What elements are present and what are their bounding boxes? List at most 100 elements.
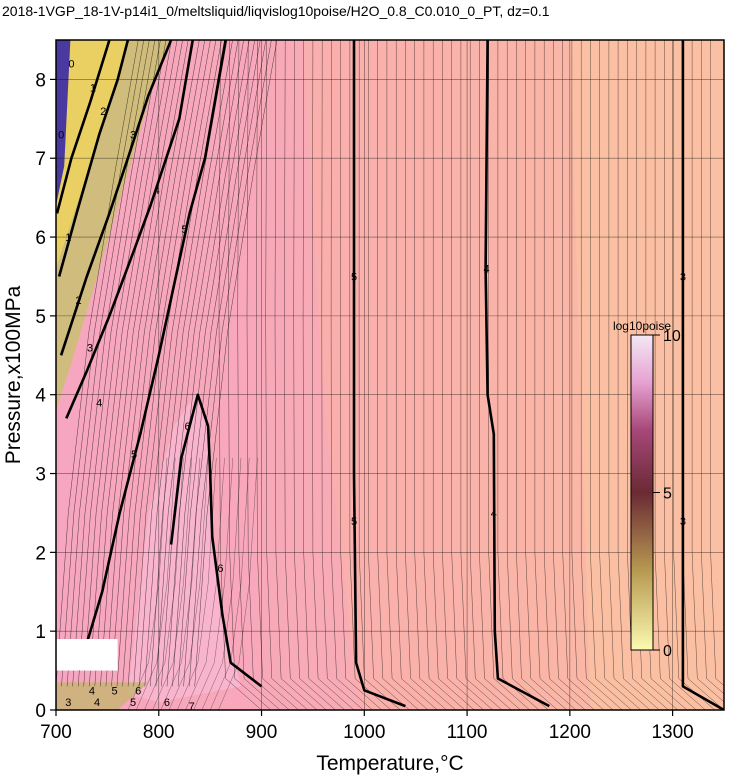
y-tick-label: 1 [35, 622, 46, 643]
thin-contour [177, 40, 261, 687]
thin-contour [136, 457, 176, 710]
contour-label: 3 [680, 271, 686, 283]
thin-contour [122, 40, 206, 687]
thin-contour [194, 40, 278, 687]
x-tick-label: 800 [143, 722, 175, 743]
thin-contour [72, 40, 156, 687]
contour-label: 4 [154, 185, 160, 197]
x-tick-label: 1200 [549, 722, 591, 743]
contour-label: 5 [181, 224, 187, 236]
chart-title: 2018-1VGP_18-1V-p14i1_0/meltsliquid/liqv… [2, 3, 550, 19]
colorbar-label: log10poise [613, 319, 671, 333]
thin-contour [116, 40, 200, 687]
contour-label: 5 [351, 271, 357, 283]
contour-label: 4 [491, 508, 497, 520]
thin-contour [201, 457, 242, 710]
region-bottom-low [56, 682, 149, 710]
contour-label: 3 [680, 516, 686, 528]
thin-contour [172, 40, 256, 687]
thin-contour [56, 40, 139, 687]
thin-contour [61, 40, 145, 687]
contour-level-3 [681, 40, 724, 710]
x-tick-label: 1300 [651, 722, 693, 743]
thin-contour [161, 40, 244, 687]
y-tick-label: 2 [35, 543, 46, 564]
contour-label: 7 [189, 701, 195, 713]
thin-contour [83, 40, 167, 687]
contour-level-1 [56, 40, 111, 214]
thin-contour [166, 40, 250, 687]
thin-contour [160, 457, 201, 710]
contour-level-4 [484, 40, 550, 708]
contour-label: 5 [351, 516, 357, 528]
contour-label: 4 [94, 697, 100, 709]
thin-contour [127, 40, 211, 687]
contour-label: 1 [65, 232, 71, 244]
contour-level-5 [352, 40, 406, 708]
region-max [56, 40, 71, 206]
colorbar-gradient [630, 334, 654, 651]
contour-label: 3 [130, 130, 136, 142]
colorbar-tick-label: 5 [663, 486, 672, 503]
thin-contour [100, 40, 183, 687]
contour-label: 2 [100, 106, 106, 118]
y-tick-label: 4 [35, 386, 46, 407]
contour-label: 0 [58, 130, 64, 142]
contour-label: 6 [164, 697, 170, 709]
contour-label: 5 [130, 697, 136, 709]
contour-label: 0 [68, 59, 74, 71]
contour-label: 4 [484, 264, 490, 276]
y-tick-label: 7 [35, 149, 46, 170]
contour-level-4 [65, 40, 194, 419]
colorbar-tick-label: 0 [663, 643, 672, 660]
contour-label: 2 [76, 295, 82, 307]
colorbar: log10poise 0 5 10 [613, 319, 681, 660]
x-tick-label: 900 [246, 722, 278, 743]
y-tick-label: 3 [35, 465, 46, 486]
y-tick-label: 8 [35, 70, 46, 91]
thin-contour [183, 40, 267, 687]
colorbar-tick-label: 10 [663, 328, 681, 345]
thin-contour [193, 457, 233, 710]
x-tick-label: 1100 [447, 722, 488, 743]
contour-level-6 [169, 393, 263, 688]
y-tick-label: 0 [35, 701, 46, 722]
contour-level-2 [57, 40, 130, 277]
contour-label: 3 [87, 342, 93, 354]
thin-contour [89, 40, 172, 687]
thin-contour [77, 40, 161, 687]
thin-contour [105, 40, 189, 687]
contour-label: 4 [89, 685, 95, 697]
contour-label: 5 [112, 685, 118, 697]
contour-label: 6 [135, 685, 141, 697]
thin-contour [218, 457, 258, 710]
plot-frame [55, 39, 725, 711]
contour-label: 4 [96, 398, 102, 410]
thin-contour [188, 40, 272, 687]
x-tick-label: 1000 [343, 722, 385, 743]
thin-contour [210, 457, 250, 710]
contour-label: 6 [184, 421, 190, 433]
masked-region [56, 639, 118, 671]
thin-contour [127, 457, 168, 710]
thin-contour [152, 457, 192, 710]
contour-level-5 [77, 40, 227, 671]
region-high-viscosity [127, 390, 241, 703]
thin-contour [133, 40, 217, 687]
region-lower [56, 40, 128, 269]
thin-contour [168, 457, 209, 710]
contour-level-3 [59, 40, 173, 356]
x-tick-label: 700 [40, 722, 72, 743]
y-tick-label: 6 [35, 228, 46, 249]
y-tick-label: 5 [35, 307, 46, 328]
thin-contour [138, 40, 222, 687]
thin-contour [155, 40, 239, 687]
thin-contour [144, 457, 184, 710]
thin-contour [94, 40, 178, 687]
thin-contour [66, 40, 150, 687]
contour-label: 1 [90, 82, 96, 94]
thin-contour [185, 457, 225, 710]
contour-label: 3 [65, 697, 71, 709]
contour-label: 5 [131, 449, 137, 461]
